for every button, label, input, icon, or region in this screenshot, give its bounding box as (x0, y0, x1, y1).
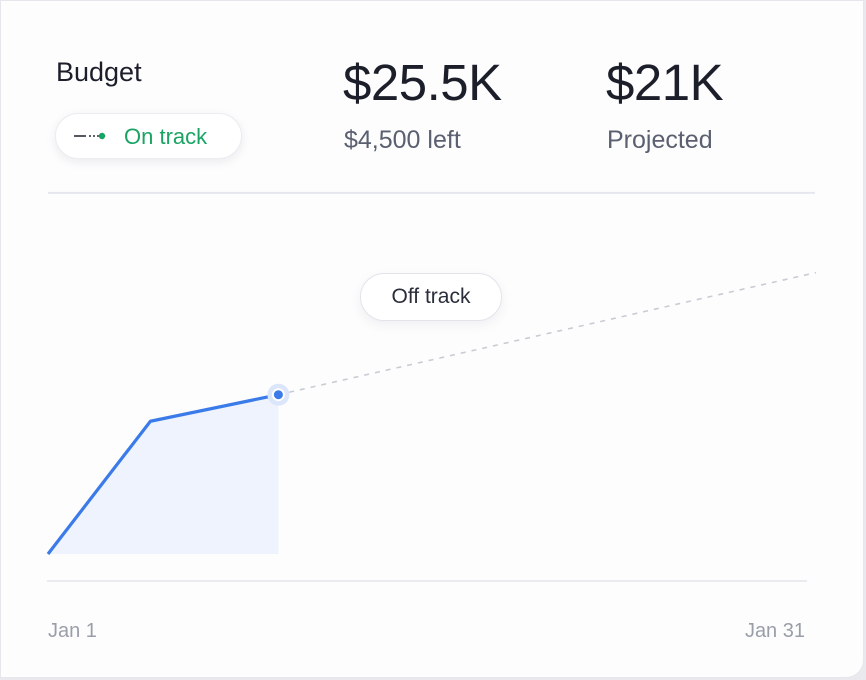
trend-line-icon (74, 132, 106, 140)
actual-line (46, 393, 279, 555)
status-label: On track (124, 124, 208, 149)
budget-title: Budget (56, 57, 142, 87)
projection-line (278, 271, 817, 396)
off-track-pill[interactable]: Off track (360, 273, 502, 321)
actual-area (48, 394, 279, 554)
projected-amount: $21K (606, 54, 724, 111)
spent-amount: $25.5K (343, 54, 502, 111)
projected-label: Projected (607, 126, 713, 154)
off-track-label: Off track (391, 285, 471, 308)
current-point (271, 388, 285, 402)
on-track-status-pill[interactable]: On track (55, 113, 242, 159)
x-axis-start-label: Jan 1 (48, 620, 97, 642)
remaining-amount: $4,500 left (344, 126, 461, 154)
x-axis-end-label: Jan 31 (744, 620, 805, 642)
